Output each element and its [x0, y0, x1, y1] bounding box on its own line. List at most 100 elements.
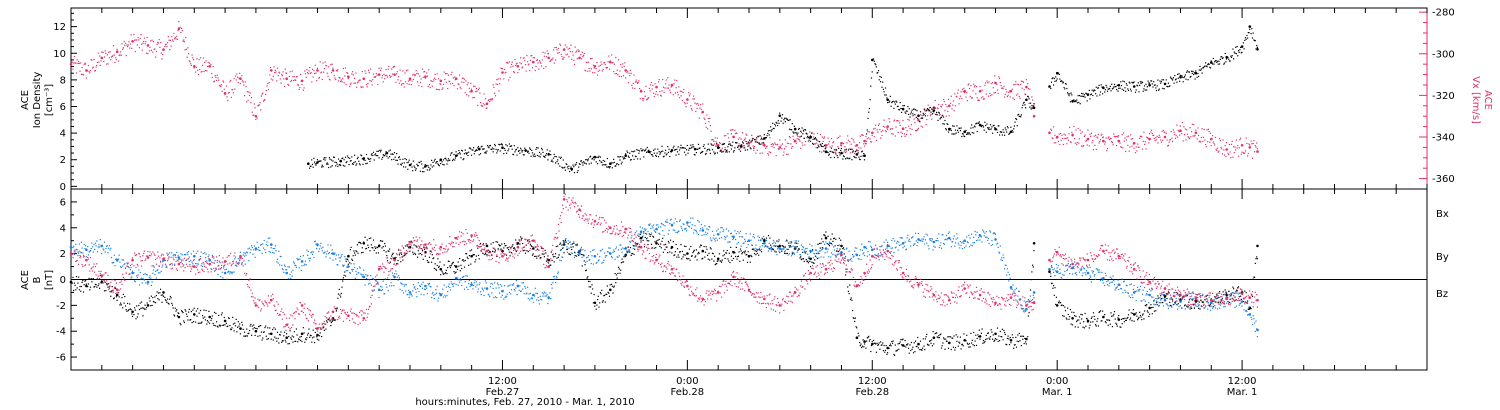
vx-sample: [736, 132, 738, 134]
density-sample: [312, 166, 314, 168]
density-sample: [401, 162, 403, 164]
density-sample: [713, 151, 715, 153]
b-sample: [382, 240, 384, 242]
b-sample: [1157, 295, 1159, 297]
b-sample: [929, 340, 931, 342]
density-sample: [316, 159, 318, 161]
density-point: [1210, 61, 1213, 64]
b-sample: [296, 334, 298, 336]
b-sample: [300, 339, 302, 341]
density-sample: [361, 155, 363, 157]
density-sample: [758, 142, 760, 144]
vx-sample: [923, 108, 925, 110]
vx-sample: [883, 119, 885, 121]
density-sample: [509, 145, 511, 147]
vx-sample: [661, 90, 663, 92]
vx-sample: [814, 143, 816, 145]
density-sample: [1100, 84, 1102, 86]
vx-sample: [160, 41, 162, 44]
b-sample: [894, 354, 896, 356]
density-sample: [431, 159, 433, 161]
vx-sample: [265, 93, 267, 96]
vx-sample: [603, 62, 605, 64]
density-sample: [1008, 133, 1010, 135]
b-sample: [1013, 347, 1015, 349]
b-sample: [1205, 295, 1207, 297]
b-sample: [973, 331, 975, 334]
b-sample: [852, 317, 854, 319]
b-sample: [127, 266, 129, 268]
vx-sample: [1073, 125, 1075, 128]
b-sample: [371, 247, 373, 249]
vx-point: [547, 56, 550, 60]
density-sample: [629, 152, 631, 154]
vx-sample: [487, 99, 489, 102]
b-sample: [460, 264, 462, 266]
density-sample: [823, 144, 826, 146]
density-sample: [1221, 56, 1223, 58]
vx-sample: [943, 98, 945, 101]
vx-sample: [556, 49, 558, 51]
density-sample: [464, 149, 466, 151]
density-sample: [1058, 73, 1060, 75]
b-sample: [875, 351, 877, 353]
vx-sample: [545, 66, 547, 68]
vx-sample: [892, 133, 894, 135]
b-sample: [908, 347, 910, 349]
vx-sample: [138, 39, 140, 41]
vx-sample: [551, 59, 553, 61]
density-sample: [962, 133, 964, 135]
density-sample: [355, 164, 357, 166]
b-sample: [1050, 275, 1052, 277]
vx-sample: [140, 34, 142, 36]
density-sample: [876, 72, 878, 74]
vx-sample: [72, 68, 74, 70]
b-sample: [939, 334, 941, 336]
vx-sample: [1007, 94, 1009, 96]
b-sample: [450, 265, 452, 267]
b-sample: [162, 295, 164, 297]
density-sample: [1254, 39, 1256, 42]
b-sample: [824, 235, 826, 237]
vx-sample: [352, 74, 354, 76]
vx-sample: [258, 104, 260, 106]
b-sample: [601, 289, 603, 291]
b-sample: [470, 249, 473, 251]
b-sample: [337, 297, 339, 299]
vx-sample: [337, 80, 340, 82]
b-sample: [532, 253, 534, 255]
vx-sample: [1157, 142, 1159, 144]
b-sample: [647, 244, 649, 246]
b-sample: [905, 344, 908, 346]
density-sample: [819, 143, 821, 145]
vx-sample: [104, 50, 106, 52]
vx-sample: [1244, 150, 1247, 152]
b-sample: [545, 252, 547, 254]
density-sample: [874, 63, 876, 65]
b-sample: [136, 275, 138, 277]
vx-sample: [1101, 133, 1103, 135]
b-sample: [119, 304, 121, 306]
vx-sample: [266, 85, 268, 87]
b-sample: [209, 322, 211, 324]
density-sample: [1027, 96, 1029, 98]
vx-sample: [119, 54, 121, 56]
density-sample: [423, 171, 425, 173]
vx-point: [686, 98, 689, 101]
vx-sample: [226, 96, 228, 98]
density-sample: [601, 164, 604, 166]
b-sample: [145, 308, 147, 310]
b-sample: [141, 301, 143, 303]
vx-point: [1132, 141, 1136, 145]
vx-sample: [110, 59, 112, 61]
b-sample: [754, 250, 756, 252]
density-sample: [434, 158, 436, 160]
b-sample: [1091, 316, 1093, 318]
density-sample: [1214, 60, 1216, 62]
vx-sample: [616, 69, 618, 71]
vx-sample: [1024, 93, 1026, 95]
vx-sample: [325, 65, 327, 67]
density-sample: [981, 124, 983, 126]
vx-sample: [1235, 149, 1237, 151]
b-sample: [427, 261, 429, 263]
